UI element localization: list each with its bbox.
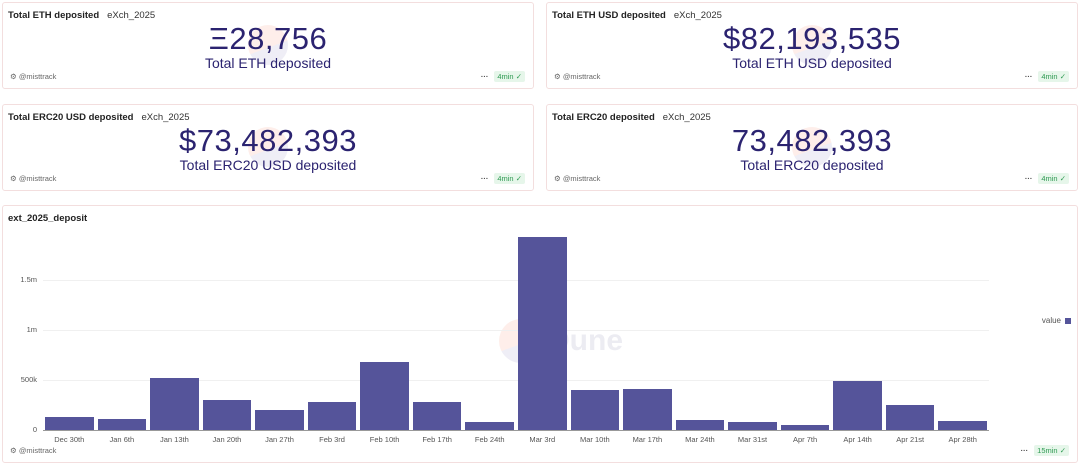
bar[interactable] [728, 422, 777, 430]
counter-label: Total ERC20 deposited [740, 157, 884, 173]
y-tick-label: 1m [26, 325, 37, 334]
y-tick-label: 500k [20, 375, 37, 384]
counter-value: 73,482,393 [731, 123, 893, 158]
more-options-icon[interactable]: ··· [1024, 174, 1033, 183]
chart-author[interactable]: ⚙ @misttrack [10, 446, 57, 455]
x-tick-label: Jan 13th [159, 435, 189, 444]
refresh-badge: 4min ✓ [494, 173, 525, 184]
bar[interactable] [412, 401, 462, 430]
more-options-icon[interactable]: ··· [1020, 446, 1029, 455]
counter-tag: eXch_2025 [107, 10, 156, 21]
x-tick-label: Feb 3rd [319, 435, 345, 444]
chart-card: ext_2025_deposit Dune 0 500k 1m 1.5m Dec 30t… [2, 205, 1078, 463]
refresh-badge: 15min ✓ [1034, 445, 1069, 456]
counter-label: Total ETH USD deposited [732, 55, 892, 71]
bar[interactable] [623, 388, 672, 430]
refresh-badge: 4min ✓ [1038, 71, 1069, 82]
bar[interactable] [45, 417, 94, 430]
counter-value: Ξ28,756 [208, 21, 328, 56]
y-tick-label: 1.5m [20, 275, 37, 284]
x-tick-label: Mar 24th [685, 435, 715, 444]
more-options-icon[interactable]: ··· [480, 174, 489, 183]
bar[interactable] [307, 401, 357, 430]
x-tick-label: Apr 21st [896, 435, 925, 444]
gridline [43, 280, 989, 281]
bar-chart-plot: 0 500k 1m 1.5m Dec 30th Jan 6th Jan 13th Jan 20… [3, 206, 1079, 464]
x-tick-label: Mar 10th [580, 435, 610, 444]
counter-tag: eXch_2025 [662, 112, 711, 123]
check-icon: ✓ [1059, 446, 1066, 455]
dune-watermark-logo [792, 127, 832, 167]
counter-card: Total ETH deposited eXch_2025 Ξ28,756 Tot… [2, 2, 534, 89]
more-options-icon[interactable]: ··· [480, 72, 489, 81]
counter-tag: eXch_2025 [673, 10, 722, 21]
check-icon: ✓ [1059, 72, 1066, 81]
bar[interactable] [833, 381, 882, 430]
refresh-badge: 4min ✓ [1038, 173, 1069, 184]
chart-legend[interactable]: value [1042, 316, 1071, 325]
counter-label: Total ERC20 USD deposited [179, 157, 357, 173]
counter-author[interactable]: ⚙ @misttrack [554, 174, 601, 183]
counter-author[interactable]: ⚙ @misttrack [554, 72, 601, 81]
gridline [43, 330, 989, 331]
dune-watermark-logo [248, 127, 288, 167]
bar[interactable] [465, 422, 514, 430]
bar[interactable] [255, 409, 304, 430]
x-tick-label: Jan 20th [212, 435, 242, 444]
bar[interactable] [675, 420, 725, 430]
counter-author[interactable]: ⚙ @misttrack [10, 174, 57, 183]
counter-value: $82,193,535 [723, 21, 901, 56]
legend-label: value [1041, 316, 1061, 325]
x-tick-label: Mar 3rd [529, 435, 556, 444]
counter-title: Total ETH USD deposited [552, 10, 666, 21]
bar[interactable] [360, 362, 409, 430]
bar[interactable] [938, 421, 987, 430]
x-tick-label: Jan 27th [265, 435, 294, 444]
counter-card: Total ERC20 USD deposited eXch_2025 $73,4… [2, 104, 534, 191]
x-tick-label: Jan 6th [109, 435, 135, 444]
check-icon: ✓ [515, 72, 522, 81]
x-tick-label: Dec 30th [54, 435, 85, 444]
x-axis-line [43, 430, 989, 431]
x-tick-label: Apr 7th [792, 435, 818, 444]
counter-title: Total ETH deposited [8, 10, 100, 21]
x-tick-label: Mar 17th [632, 435, 663, 444]
chart-title: ext_2025_deposit [8, 213, 88, 224]
dune-watermark-logo [248, 25, 288, 65]
x-tick-label: Feb 24th [474, 435, 505, 444]
bar[interactable] [885, 405, 935, 430]
dune-watermark-logo [792, 25, 832, 65]
counter-title: Total ERC20 USD deposited [8, 112, 134, 123]
gridline [43, 380, 989, 381]
x-tick-label: Apr 28th [948, 435, 977, 444]
counter-value: $73,482,393 [179, 123, 357, 158]
counter-label: Total ETH deposited [204, 55, 332, 71]
y-tick-label: 0 [32, 425, 37, 434]
refresh-badge: 4min ✓ [494, 71, 525, 82]
legend-swatch [1065, 317, 1071, 324]
bar[interactable] [780, 425, 830, 430]
bar[interactable] [202, 400, 252, 430]
counter-tag: eXch_2025 [141, 112, 190, 123]
more-options-icon[interactable]: ··· [1024, 72, 1033, 81]
check-icon: ✓ [1059, 174, 1066, 183]
bar[interactable] [97, 419, 147, 430]
bar[interactable] [150, 378, 199, 430]
counter-title: Total ERC20 deposited [552, 112, 655, 123]
bar[interactable] [570, 390, 620, 430]
x-tick-label: Mar 31st [737, 435, 768, 444]
bar[interactable] [518, 237, 567, 430]
counter-author[interactable]: ⚙ @misttrack [10, 72, 57, 81]
x-tick-label: Apr 14th [843, 435, 872, 444]
x-tick-label: Feb 17th [422, 435, 452, 444]
x-tick-label: Feb 10th [369, 435, 400, 444]
counter-card: Total ERC20 deposited eXch_2025 73,482,39… [546, 104, 1078, 191]
check-icon: ✓ [515, 174, 522, 183]
counter-card: Total ETH USD deposited eXch_2025 $82,193… [546, 2, 1078, 89]
